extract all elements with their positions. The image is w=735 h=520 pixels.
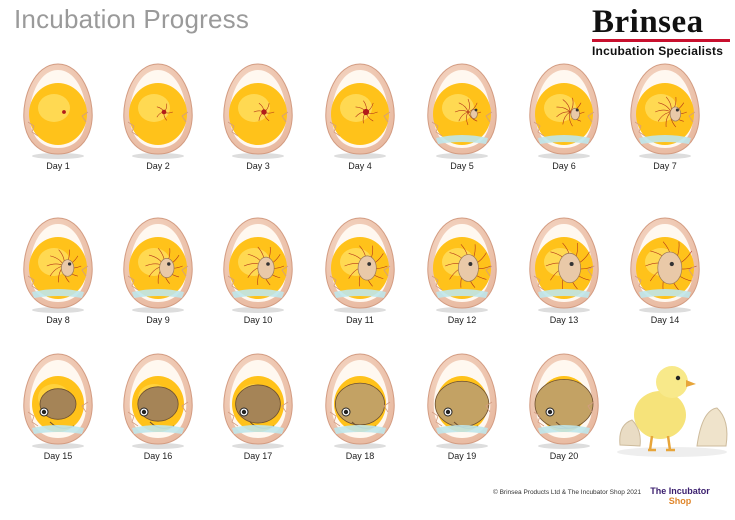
egg-day-10: Day 10 bbox=[208, 216, 308, 325]
day-label: Day 7 bbox=[653, 161, 677, 171]
day-label: Day 18 bbox=[345, 451, 375, 461]
day-label: Day 17 bbox=[243, 451, 273, 461]
egg-illustration bbox=[325, 63, 395, 159]
egg-day-18: Day 18 bbox=[310, 352, 410, 461]
egg-day-11: Day 11 bbox=[310, 216, 410, 325]
egg-day-13: Day 13 bbox=[514, 216, 614, 325]
egg-day-17: Day 17 bbox=[208, 352, 308, 461]
egg-day-3: Day 3 bbox=[208, 62, 308, 171]
day-label: Day 11 bbox=[346, 315, 374, 325]
egg-day-7: Day 7 bbox=[615, 62, 715, 171]
egg-day-4: Day 4 bbox=[310, 62, 410, 171]
egg-illustration bbox=[529, 63, 599, 159]
day-label: Day 15 bbox=[43, 451, 73, 461]
egg-day-19: Day 19 bbox=[412, 352, 512, 461]
day-label: Day 1 bbox=[46, 161, 70, 171]
egg-illustration bbox=[529, 353, 599, 449]
day-label: Day 8 bbox=[46, 315, 70, 325]
copyright-notice: © Brinsea Products Ltd & The Incubator S… bbox=[493, 489, 642, 496]
egg-illustration bbox=[23, 63, 93, 159]
day-label: Day 6 bbox=[552, 161, 576, 171]
egg-illustration bbox=[223, 353, 293, 449]
egg-illustration bbox=[630, 217, 700, 313]
day-label: Day 20 bbox=[549, 451, 579, 461]
egg-day-16: Day 16 bbox=[108, 352, 208, 461]
egg-illustration bbox=[325, 217, 395, 313]
egg-day-14: Day 14 bbox=[615, 216, 715, 325]
day-label: Day 3 bbox=[246, 161, 270, 171]
egg-illustration bbox=[223, 217, 293, 313]
egg-illustration bbox=[123, 217, 193, 313]
shop-logo-line1: The Incubator bbox=[650, 486, 710, 496]
day-label: Day 4 bbox=[348, 161, 372, 171]
egg-illustration bbox=[123, 353, 193, 449]
egg-day-20: Day 20 bbox=[514, 352, 614, 461]
brand-rule bbox=[592, 39, 730, 42]
egg-illustration bbox=[529, 217, 599, 313]
egg-day-8: Day 8 bbox=[8, 216, 108, 325]
chick-illustration bbox=[617, 366, 728, 457]
egg-day-6: Day 6 bbox=[514, 62, 614, 171]
day-label: Day 9 bbox=[146, 315, 170, 325]
day-label: Day 12 bbox=[447, 315, 477, 325]
day-label: Day 10 bbox=[243, 315, 273, 325]
egg-day-15: Day 15 bbox=[8, 352, 108, 461]
egg-illustration bbox=[23, 353, 93, 449]
day-label: Day 5 bbox=[450, 161, 474, 171]
egg-day-1: Day 1 bbox=[8, 62, 108, 171]
day-label: Day 19 bbox=[447, 451, 477, 461]
day-label: Day 14 bbox=[650, 315, 680, 325]
incubator-shop-logo: The Incubator Shop bbox=[650, 486, 710, 506]
egg-illustration bbox=[427, 63, 497, 159]
egg-illustration bbox=[427, 353, 497, 449]
egg-illustration bbox=[630, 63, 700, 159]
egg-day-9: Day 9 bbox=[108, 216, 208, 325]
brand-name: Brinsea bbox=[592, 4, 704, 40]
day-label: Day 16 bbox=[143, 451, 173, 461]
egg-illustration bbox=[23, 217, 93, 313]
day-label: Day 2 bbox=[146, 161, 170, 171]
day-label: Day 13 bbox=[549, 315, 579, 325]
egg-illustration bbox=[325, 353, 395, 449]
brand-tagline: Incubation Specialists bbox=[592, 44, 724, 58]
egg-day-2: Day 2 bbox=[108, 62, 208, 171]
shop-logo-line2: Shop bbox=[668, 496, 692, 506]
egg-illustration bbox=[123, 63, 193, 159]
egg-illustration bbox=[223, 63, 293, 159]
egg-day-12: Day 12 bbox=[412, 216, 512, 325]
page-title: Incubation Progress bbox=[14, 4, 250, 34]
brinsea-logo: Brinsea Incubation Specialists bbox=[592, 6, 730, 58]
egg-illustration bbox=[427, 217, 497, 313]
egg-day-5: Day 5 bbox=[412, 62, 512, 171]
